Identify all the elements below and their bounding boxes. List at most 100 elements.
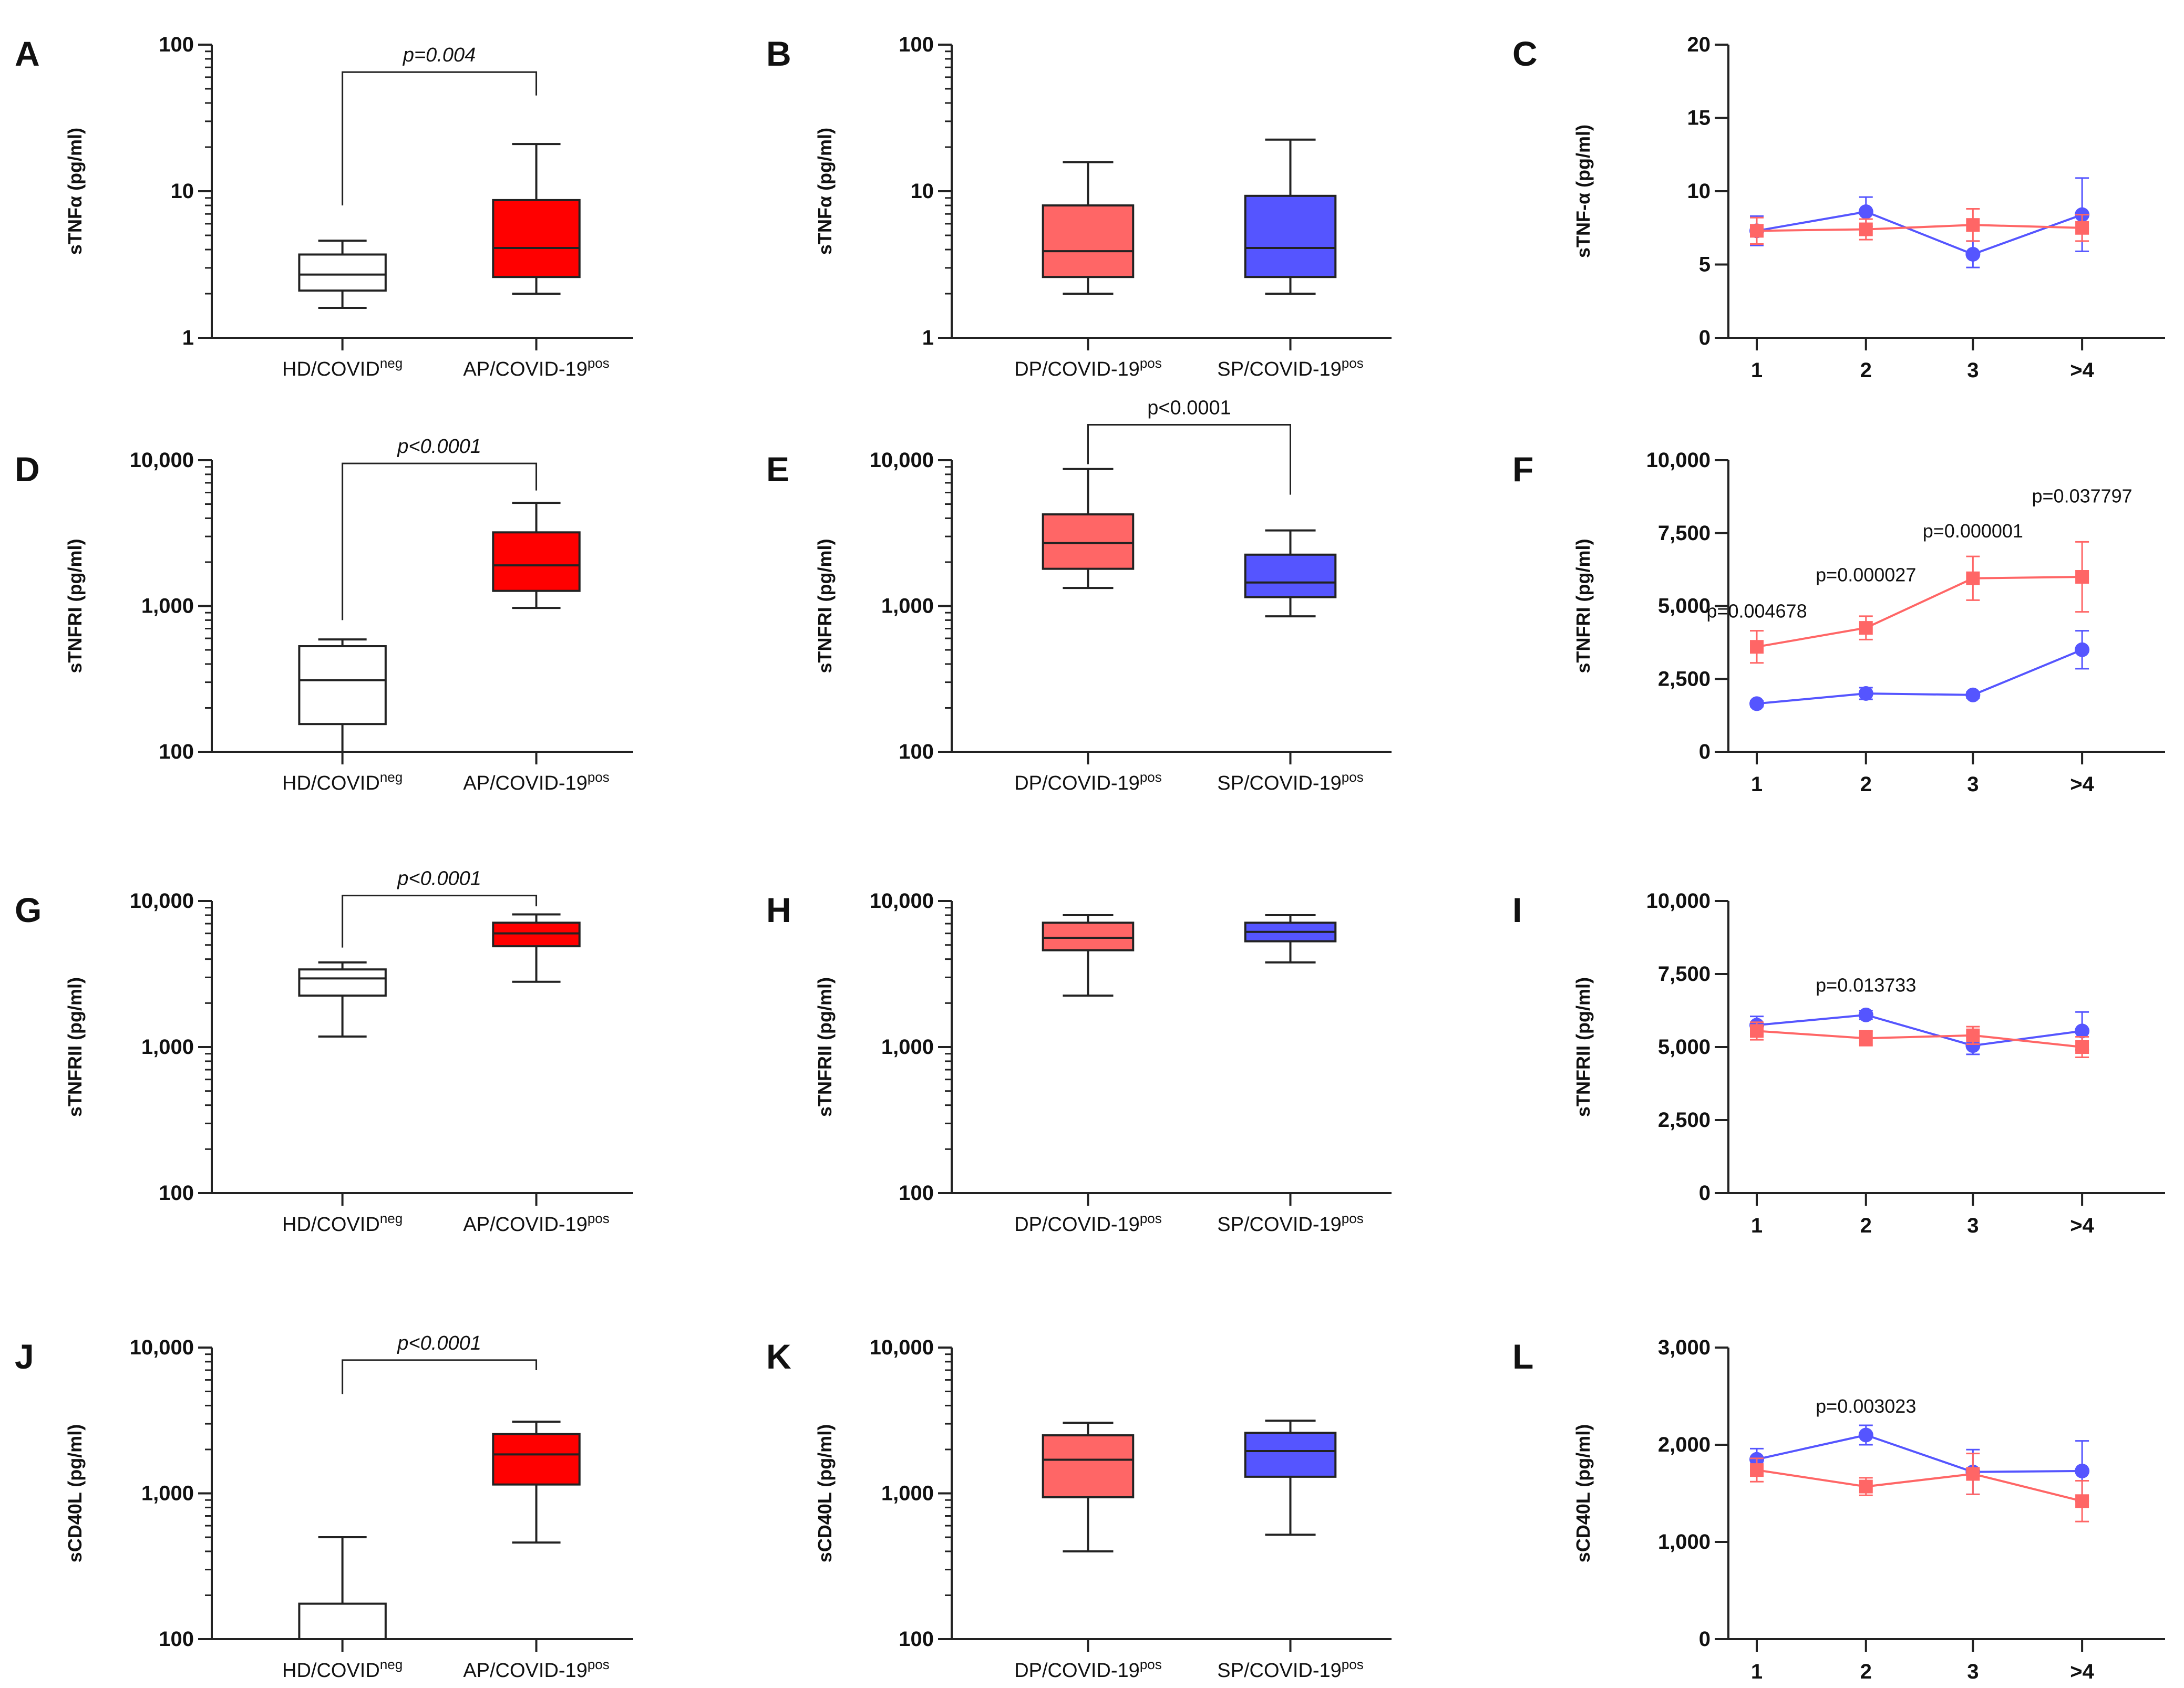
x-tick-label: 2 bbox=[1860, 1214, 1872, 1237]
data-point bbox=[2075, 1463, 2090, 1478]
y-axis-label: sCD40L (pg/ml) bbox=[814, 1424, 836, 1562]
series-line bbox=[1756, 224, 2083, 232]
y-axis-label: sTNFRII (pg/ml) bbox=[814, 977, 836, 1117]
box-left bbox=[1042, 921, 1135, 951]
data-point bbox=[1965, 687, 1981, 702]
panel-letter: I bbox=[1512, 890, 1522, 929]
x-tick-label: DP/COVID-19pos bbox=[1014, 1210, 1162, 1236]
y-axis-label: sTNFRI (pg/ml) bbox=[814, 539, 836, 674]
y-tick-label: 5,000 bbox=[1658, 1035, 1711, 1059]
y-tick-label: 10,000 bbox=[130, 889, 194, 913]
x-tick-label: AP/COVID-19pos bbox=[463, 769, 609, 794]
panel-letter: E bbox=[766, 450, 789, 489]
series-line bbox=[1756, 210, 2083, 256]
box-right bbox=[492, 531, 581, 592]
data-point bbox=[1858, 204, 1873, 220]
series-line bbox=[1756, 1030, 2083, 1048]
y-tick-label: 1,000 bbox=[141, 1035, 194, 1059]
panel-letter: J bbox=[15, 1337, 34, 1376]
data-point bbox=[1966, 1028, 1980, 1042]
data-point bbox=[1858, 1427, 1873, 1443]
data-point bbox=[1750, 224, 1764, 238]
y-tick-label: 100 bbox=[159, 740, 194, 763]
y-tick-label: 15 bbox=[1687, 107, 1711, 130]
x-tick-label: 1 bbox=[1751, 1660, 1763, 1683]
y-tick-label: 5,000 bbox=[1658, 595, 1711, 618]
significance-bracket bbox=[342, 462, 538, 620]
series-line bbox=[1756, 1013, 2083, 1047]
p-value-annotation: p=0.037797 bbox=[2032, 485, 2133, 506]
p-value-annotation: p=0.004678 bbox=[1706, 600, 1807, 622]
box-right bbox=[1244, 194, 1337, 278]
data-point bbox=[1859, 1031, 1873, 1045]
x-tick-label: AP/COVID-19pos bbox=[463, 1210, 609, 1236]
box-left bbox=[1042, 1434, 1135, 1498]
data-point bbox=[2075, 1023, 2090, 1039]
y-tick-label: 1,000 bbox=[881, 1482, 934, 1505]
y-axis-label: sCD40L (pg/ml) bbox=[64, 1424, 86, 1562]
y-tick-label: 20 bbox=[1687, 33, 1711, 56]
y-axis-label: sTNFRII (pg/ml) bbox=[64, 977, 86, 1117]
y-tick-label: 100 bbox=[899, 740, 934, 763]
series-mild bbox=[1750, 541, 2089, 664]
data-point bbox=[1859, 1479, 1873, 1494]
data-point bbox=[2075, 1040, 2089, 1054]
significance-label: p=0.004 bbox=[403, 44, 476, 66]
p-value-annotation: p=0.000001 bbox=[1923, 520, 2023, 542]
y-tick-label: 10,000 bbox=[130, 1336, 194, 1359]
y-axis-label: sTNF-α (pg/ml) bbox=[1572, 125, 1594, 258]
series-line bbox=[1756, 648, 2083, 705]
x-tick-label: 2 bbox=[1860, 359, 1872, 382]
y-tick-label: 100 bbox=[899, 1628, 934, 1651]
significance-bracket bbox=[342, 71, 538, 206]
data-point bbox=[1965, 246, 1981, 262]
box-left bbox=[298, 1602, 387, 1640]
data-point bbox=[2075, 570, 2089, 584]
data-point bbox=[1966, 571, 1980, 585]
y-tick-label: 1 bbox=[922, 326, 934, 349]
data-point bbox=[1750, 640, 1764, 654]
x-tick-label: AP/COVID-19pos bbox=[463, 355, 609, 380]
y-tick-label: 100 bbox=[159, 33, 194, 56]
series-line bbox=[1756, 1469, 2083, 1503]
y-axis-label: sTNFα (pg/ml) bbox=[814, 128, 836, 255]
x-tick-label: >4 bbox=[2070, 359, 2094, 382]
y-tick-label: 2,500 bbox=[1658, 1109, 1711, 1132]
y-tick-label: 1,000 bbox=[1658, 1530, 1711, 1554]
x-tick-label: 1 bbox=[1751, 1214, 1763, 1237]
y-tick-label: 7,500 bbox=[1658, 522, 1711, 545]
y-tick-label: 2,500 bbox=[1658, 667, 1711, 690]
data-point bbox=[1859, 222, 1873, 236]
y-axis-label: sTNFα (pg/ml) bbox=[64, 128, 86, 255]
series-severe bbox=[1749, 177, 2090, 268]
data-point bbox=[1750, 1463, 1764, 1477]
x-tick-label: HD/COVIDneg bbox=[282, 1656, 403, 1682]
data-point bbox=[2075, 1494, 2089, 1508]
series-line bbox=[1756, 576, 2083, 648]
x-tick-label: >4 bbox=[2070, 1660, 2094, 1683]
series-severe bbox=[1749, 1007, 2090, 1055]
y-axis-label: sTNFRI (pg/ml) bbox=[1572, 539, 1594, 674]
y-tick-label: 0 bbox=[1699, 740, 1711, 763]
panel-letter: C bbox=[1512, 34, 1538, 73]
y-tick-label: 0 bbox=[1699, 1182, 1711, 1205]
significance-bracket bbox=[1087, 424, 1291, 495]
box-left bbox=[1042, 204, 1135, 278]
x-tick-label: 3 bbox=[1967, 773, 1979, 796]
x-tick-label: >4 bbox=[2070, 1214, 2094, 1237]
data-point bbox=[1749, 696, 1765, 711]
significance-bracket bbox=[342, 895, 538, 948]
box-right bbox=[492, 1433, 581, 1486]
x-tick-label: DP/COVID-19pos bbox=[1014, 769, 1162, 794]
x-tick-label: SP/COVID-19pos bbox=[1217, 1656, 1363, 1682]
box-right bbox=[1244, 1432, 1337, 1478]
significance-label: p<0.0001 bbox=[397, 436, 481, 458]
box-right bbox=[1244, 553, 1337, 598]
